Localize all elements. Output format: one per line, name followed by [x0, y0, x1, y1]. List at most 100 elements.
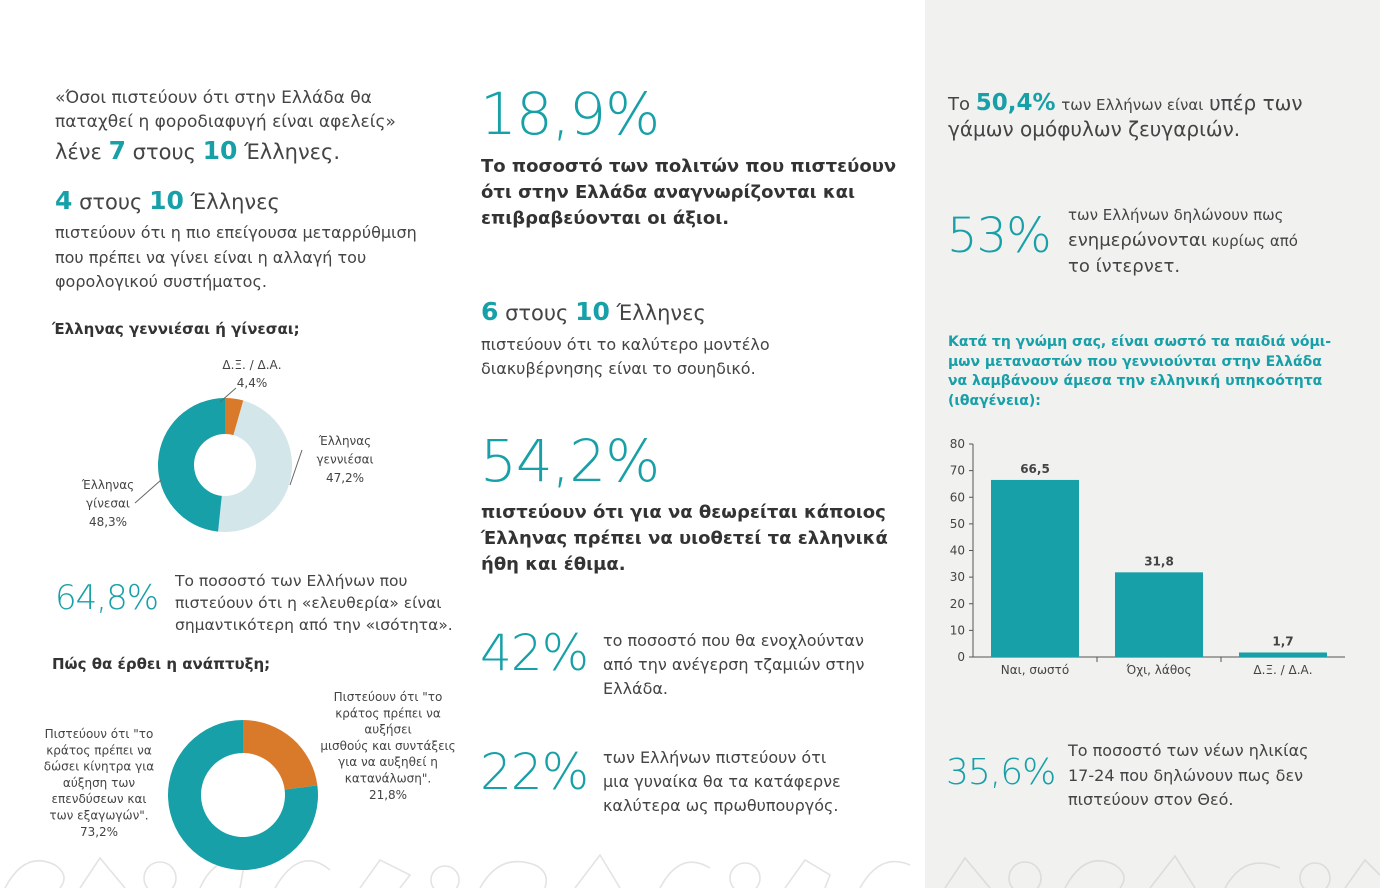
- donut2-label-wages: Πιστεύουν ότι "το κράτος πρέπει να αυξήσει…: [320, 690, 455, 802]
- donut2-slice-1: [168, 720, 318, 870]
- bar-2: [1239, 652, 1327, 657]
- stat-648-line-3: σημαντικότερη από την «ισότητα».: [175, 616, 453, 634]
- say-denominator: 10: [202, 136, 238, 165]
- y-tick-label: 30: [950, 570, 965, 584]
- stat-53-line-1: των Ελλήνων δηλώνουν πως: [1068, 206, 1284, 224]
- stat-189-line-1: Το ποσοστό των πολιτών που πιστεύουν: [481, 156, 897, 177]
- stat-189-line-3: επιβραβεύονται οι άξιοι.: [481, 208, 730, 229]
- question-line-4: (ιθαγένεια):: [948, 392, 1041, 409]
- stat-42-line-2: από την ανέγερση τζαμιών στην: [603, 655, 865, 674]
- donut1-label-born: Έλληνας γεννιέσαι 47,2%: [316, 434, 373, 485]
- stat-542-line-2: Έλληνας πρέπει να υιοθετεί τα ελληνικά: [481, 528, 888, 549]
- stat-542-value: 54,2%: [480, 427, 660, 495]
- bar-value-label-0: 66,5: [1020, 462, 1050, 476]
- stat-504-line-1: Το 50,4% των Ελλήνων είναι υπέρ των: [948, 90, 1303, 116]
- donut1-label-become: Έλληνας γίνεσαι 48,3%: [81, 478, 134, 529]
- say-mid: στους: [132, 140, 196, 164]
- four-suffix: Έλληνες: [190, 190, 280, 214]
- say-prefix: λένε: [55, 140, 102, 164]
- stat-22-line-1: των Ελλήνων πιστεύουν ότι: [603, 748, 827, 767]
- four-text-line-2: που πρέπει να γίνει είναι η αλλαγή του: [55, 247, 367, 267]
- four-denominator: 10: [149, 186, 184, 215]
- y-tick-label: 20: [950, 597, 965, 611]
- donut1-slice-0: [225, 398, 244, 436]
- bar-0: [991, 479, 1079, 657]
- six-mid: στους: [505, 301, 569, 325]
- quote-line-1: «Όσοι πιστεύουν ότι στην Ελλάδα θα: [55, 88, 372, 108]
- right-sidebar-background: [925, 0, 1380, 888]
- six-suffix: Έλληνες: [616, 301, 706, 325]
- stat-42-line-1: το ποσοστό που θα ενοχλούνταν: [603, 631, 864, 650]
- stat-53-line-3: το ίντερνετ.: [1068, 256, 1181, 277]
- six-text-line-2: διακυβέρνησης είναι το σουηδικό.: [481, 359, 756, 378]
- y-tick-label: 10: [950, 623, 965, 637]
- stat-53-text: των Ελλήνων δηλώνουν πως ενημερώνονται κ…: [1068, 202, 1298, 280]
- stat-22-text: των Ελλήνων πιστεύουν ότι μια γυναίκα θα…: [603, 746, 841, 818]
- stat-22-value: 22%: [480, 743, 589, 801]
- six-of-ten-heading: 6 στους 10 Έλληνες: [481, 297, 706, 326]
- four-text-line-3: φορολογικού συστήματος.: [55, 272, 267, 291]
- bar-chart-citizenship: 0 10 20 30 40 50 60 70 80 66,5 Ναι, σωστό 31,8 Όχι, …: [950, 437, 1345, 677]
- six-numerator: 6: [481, 297, 499, 326]
- stat-42-line-3: Ελλάδα.: [603, 679, 669, 698]
- four-of-ten-text: πιστεύουν ότι η πιο επείγουσα μεταρρύθμι…: [55, 221, 417, 295]
- stat-189-text: Το ποσοστό των πολιτών που πιστεύουν ότι…: [481, 154, 896, 232]
- y-tick-label: 40: [950, 544, 965, 558]
- stat-648-value: 64,8%: [55, 578, 159, 618]
- stat-356-text: Το ποσοστό των νέων ηλικίας 17-24 που δη…: [1068, 739, 1309, 813]
- stat-648-number: 64,8%: [55, 578, 159, 618]
- stat-648-line-1: Το ποσοστό των Ελλήνων που: [175, 572, 408, 590]
- x-category-label-2: Δ.Ξ. / Δ.Α.: [1253, 663, 1312, 677]
- stat-356-line-3: πιστεύουν στον Θεό.: [1068, 790, 1234, 809]
- stat-53-line-2b: κυρίως από: [1211, 232, 1298, 250]
- stat-542-line-3: ήθη και έθιμα.: [481, 554, 626, 575]
- donut1-leader-become: [134, 479, 162, 504]
- y-tick-label: 50: [950, 517, 965, 531]
- stat-189-line-2: ότι στην Ελλάδα αναγνωρίζονται και: [481, 182, 856, 203]
- four-numerator: 4: [55, 186, 73, 215]
- stat-356-value: 35,6%: [946, 752, 1056, 793]
- stat-504-prefix: Το: [948, 94, 971, 115]
- stat-504-mid: των Ελλήνων είναι: [1061, 96, 1204, 114]
- chart2-title: Πώς θα έρθει η ανάπτυξη;: [52, 655, 271, 673]
- donut-chart-growth: Πιστεύουν ότι "το κράτος πρέπει να αυξήσει…: [44, 690, 456, 870]
- six-text-line-1: πιστεύουν ότι το καλύτερο μοντέλο: [481, 335, 770, 354]
- donut1-slice-2: [158, 398, 225, 532]
- stat-189-value: 18,9%: [480, 80, 660, 148]
- y-tick-label: 70: [950, 464, 965, 478]
- bar-chart-question: Κατά τη γνώμη σας, είναι σωστό τα παιδιά…: [948, 333, 1331, 411]
- six-of-ten-text: πιστεύουν ότι το καλύτερο μοντέλο διακυβ…: [481, 333, 770, 381]
- x-category-label-0: Ναι, σωστό: [1001, 663, 1069, 677]
- donut1-leader-born: [289, 449, 303, 486]
- bar-1: [1115, 572, 1203, 657]
- donut1-leader-dk: [219, 387, 237, 403]
- donut1-label-dk: Δ.Ξ. / Δ.Α. 4,4%: [222, 358, 281, 390]
- chart1-title: Έλληνας γεννιέσαι ή γίνεσαι;: [52, 320, 300, 338]
- stat-542-line-1: πιστεύουν ότι για να θεωρείται κάποιος: [481, 502, 886, 523]
- say-numerator: 7: [108, 136, 126, 165]
- stat-504-line-2: γάμων ομόφυλων ζευγαριών.: [948, 117, 1241, 141]
- stat-542-text: πιστεύουν ότι για να θεωρείται κάποιος Έ…: [481, 500, 888, 578]
- question-line-1: Κατά τη γνώμη σας, είναι σωστό τα παιδιά…: [948, 334, 1332, 350]
- four-text-line-1: πιστεύουν ότι η πιο επείγουσα μεταρρύθμι…: [55, 223, 417, 242]
- stat-22-line-3: καλύτερα ως πρωθυπουργός.: [603, 796, 839, 815]
- question-line-2: μων μεταναστών που γεννιούνται στην Ελλά…: [948, 353, 1322, 370]
- stat-42-value: 42%: [480, 624, 589, 682]
- six-denominator: 10: [575, 297, 610, 326]
- y-tick-label: 60: [950, 490, 965, 504]
- quote-block: «Όσοι πιστεύουν ότι στην Ελλάδα θα παταχ…: [55, 86, 396, 134]
- stat-22-line-2: μια γυναίκα θα τα κατάφερνε: [603, 772, 841, 791]
- four-mid: στους: [79, 190, 143, 214]
- stat-504-value: 50,4%: [975, 90, 1056, 116]
- donut1-slice-1: [218, 400, 292, 532]
- stat-356-line-1: Το ποσοστό των νέων ηλικίας: [1068, 741, 1309, 760]
- stat-42-text: το ποσοστό που θα ενοχλούνταν από την αν…: [603, 629, 864, 701]
- donut2-label-investment: Πιστεύουν ότι "το κράτος πρέπει να δώσει κ…: [44, 727, 155, 839]
- question-line-3: να λαμβάνουν άμεσα την ελληνική υπηκοότη…: [948, 373, 1323, 389]
- stat-356-line-2: 17-24 που δηλώνουν πως δεν: [1068, 765, 1304, 785]
- x-category-label-1: Όχι, λάθος: [1125, 663, 1191, 677]
- say-suffix: Έλληνες.: [244, 140, 341, 164]
- quote-line-2: παταχθεί η φοροδιαφυγή είναι αφελείς»: [55, 112, 396, 132]
- bar-value-label-1: 31,8: [1144, 554, 1174, 568]
- stat-648-text: Το ποσοστό των Ελλήνων που πιστεύουν ότι…: [175, 570, 453, 636]
